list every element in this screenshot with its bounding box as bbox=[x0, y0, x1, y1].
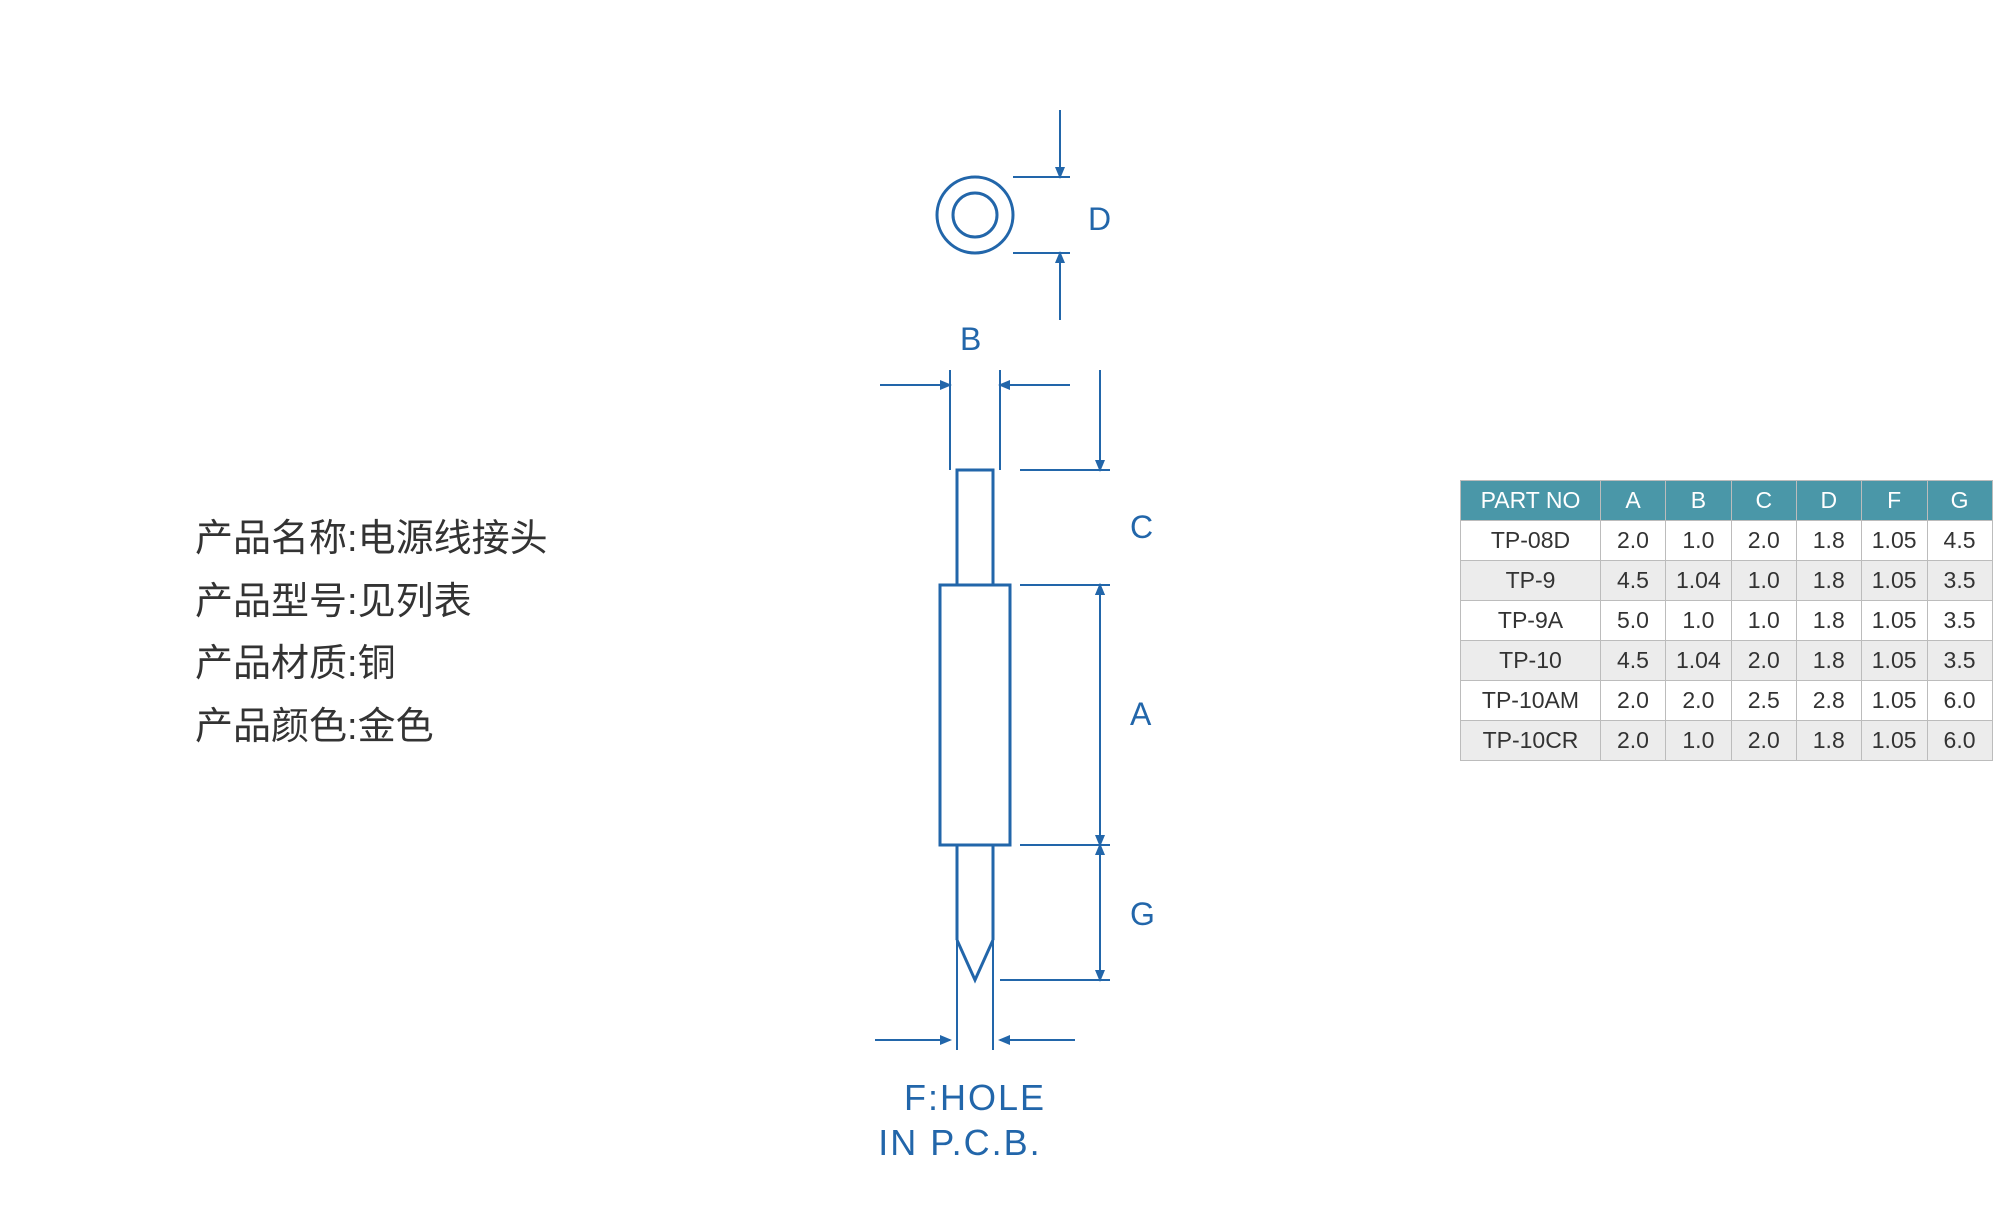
table-cell: 6.0 bbox=[1927, 721, 1992, 761]
col-g: G bbox=[1927, 481, 1992, 521]
table-cell: 3.5 bbox=[1927, 561, 1992, 601]
side-view bbox=[940, 470, 1010, 980]
table-row: TP-94.51.041.01.81.053.5 bbox=[1461, 561, 1993, 601]
fhole-label-line2: IN P.C.B. bbox=[878, 1122, 1041, 1163]
info-model-label: 产品型号: bbox=[195, 571, 358, 634]
table-cell: 2.0 bbox=[1666, 681, 1732, 721]
col-c: C bbox=[1731, 481, 1796, 521]
table-cell: 1.05 bbox=[1861, 601, 1927, 641]
table-cell: 1.8 bbox=[1796, 721, 1861, 761]
table-cell: 1.0 bbox=[1731, 561, 1796, 601]
info-row-color: 产品颜色: 金色 bbox=[195, 696, 548, 759]
table-cell: 2.0 bbox=[1731, 521, 1796, 561]
table-cell: 1.8 bbox=[1796, 521, 1861, 561]
dim-d-label: D bbox=[1088, 201, 1111, 237]
table-cell: 4.5 bbox=[1927, 521, 1992, 561]
spec-table: PART NO A B C D F G TP-08D2.01.02.01.81.… bbox=[1460, 480, 1993, 761]
col-b: B bbox=[1666, 481, 1732, 521]
table-cell: 2.0 bbox=[1731, 721, 1796, 761]
table-cell: 6.0 bbox=[1927, 681, 1992, 721]
dim-a: A bbox=[1020, 585, 1152, 845]
table-cell: 1.05 bbox=[1861, 681, 1927, 721]
table-cell: 1.0 bbox=[1731, 601, 1796, 641]
dim-g: G bbox=[1000, 845, 1155, 980]
table-cell: 2.0 bbox=[1731, 641, 1796, 681]
table-cell: 4.5 bbox=[1601, 561, 1666, 601]
table-cell: 2.0 bbox=[1601, 681, 1666, 721]
dim-b: B bbox=[880, 321, 1070, 470]
table-cell: TP-10 bbox=[1461, 641, 1601, 681]
table-cell: TP-9A bbox=[1461, 601, 1601, 641]
info-row-model: 产品型号: 见列表 bbox=[195, 571, 548, 634]
col-d: D bbox=[1796, 481, 1861, 521]
diagram-svg: D B C bbox=[820, 70, 1320, 1200]
table-cell: 1.0 bbox=[1666, 521, 1732, 561]
table-cell: TP-08D bbox=[1461, 521, 1601, 561]
info-row-material: 产品材质: 铜 bbox=[195, 633, 548, 696]
table-cell: 1.05 bbox=[1861, 721, 1927, 761]
info-color-value: 金色 bbox=[358, 696, 434, 759]
table-cell: 3.5 bbox=[1927, 641, 1992, 681]
table-cell: 2.0 bbox=[1601, 721, 1666, 761]
table-cell: 1.0 bbox=[1666, 721, 1732, 761]
top-view-circles bbox=[937, 177, 1013, 253]
col-partno: PART NO bbox=[1461, 481, 1601, 521]
info-material-value: 铜 bbox=[358, 633, 396, 696]
info-name-value: 电源线接头 bbox=[358, 508, 548, 571]
dim-a-label: A bbox=[1130, 696, 1152, 732]
table-cell: 1.05 bbox=[1861, 641, 1927, 681]
table-cell: 1.04 bbox=[1666, 561, 1732, 601]
fhole-label-line1: F:HOLE bbox=[904, 1077, 1046, 1118]
table-row: TP-10AM2.02.02.52.81.056.0 bbox=[1461, 681, 1993, 721]
table-cell: 1.8 bbox=[1796, 601, 1861, 641]
info-row-name: 产品名称: 电源线接头 bbox=[195, 508, 548, 571]
table-cell: 1.05 bbox=[1861, 561, 1927, 601]
table-cell: 3.5 bbox=[1927, 601, 1992, 641]
table-cell: 5.0 bbox=[1601, 601, 1666, 641]
dim-d: D bbox=[1013, 110, 1111, 320]
info-material-label: 产品材质: bbox=[195, 633, 358, 696]
table-cell: 1.04 bbox=[1666, 641, 1732, 681]
table-cell: 2.5 bbox=[1731, 681, 1796, 721]
technical-diagram: D B C bbox=[820, 70, 1320, 1200]
dim-f bbox=[875, 940, 1075, 1050]
info-color-label: 产品颜色: bbox=[195, 696, 358, 759]
table-row: TP-104.51.042.01.81.053.5 bbox=[1461, 641, 1993, 681]
table-row: TP-9A5.01.01.01.81.053.5 bbox=[1461, 601, 1993, 641]
dim-b-label: B bbox=[960, 321, 981, 357]
table-row: TP-08D2.01.02.01.81.054.5 bbox=[1461, 521, 1993, 561]
product-info: 产品名称: 电源线接头 产品型号: 见列表 产品材质: 铜 产品颜色: 金色 bbox=[195, 508, 548, 759]
table-row: TP-10CR2.01.02.01.81.056.0 bbox=[1461, 721, 1993, 761]
table-cell: 2.0 bbox=[1601, 521, 1666, 561]
table-header-row: PART NO A B C D F G bbox=[1461, 481, 1993, 521]
col-a: A bbox=[1601, 481, 1666, 521]
info-model-value: 见列表 bbox=[358, 571, 472, 634]
table-cell: 4.5 bbox=[1601, 641, 1666, 681]
table-cell: TP-10AM bbox=[1461, 681, 1601, 721]
dim-c: C bbox=[1020, 370, 1153, 685]
table-cell: 1.0 bbox=[1666, 601, 1732, 641]
dim-c-label: C bbox=[1130, 509, 1153, 545]
table-cell: 1.05 bbox=[1861, 521, 1927, 561]
spec-table-container: PART NO A B C D F G TP-08D2.01.02.01.81.… bbox=[1460, 480, 1993, 761]
table-cell: TP-10CR bbox=[1461, 721, 1601, 761]
table-cell: 1.8 bbox=[1796, 641, 1861, 681]
table-cell: 1.8 bbox=[1796, 561, 1861, 601]
dim-g-label: G bbox=[1130, 896, 1155, 932]
table-cell: TP-9 bbox=[1461, 561, 1601, 601]
info-name-label: 产品名称: bbox=[195, 508, 358, 571]
col-f: F bbox=[1861, 481, 1927, 521]
table-cell: 2.8 bbox=[1796, 681, 1861, 721]
